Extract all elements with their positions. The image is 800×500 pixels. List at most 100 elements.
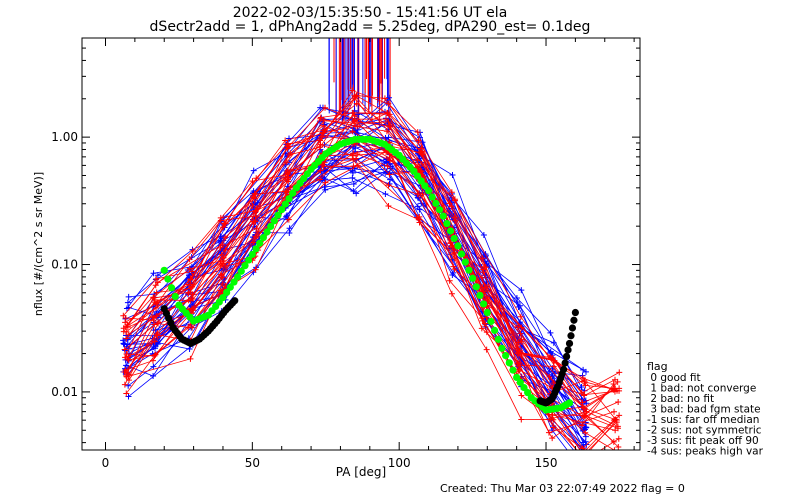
data-point <box>122 354 129 361</box>
data-point <box>185 281 192 288</box>
data-point <box>153 300 160 307</box>
data-point <box>350 156 357 163</box>
data-point <box>121 381 128 388</box>
data-point <box>352 123 359 130</box>
legend-entry: 0 good fit <box>647 372 701 384</box>
data-point <box>383 128 390 135</box>
data-point <box>416 213 423 220</box>
data-point <box>582 457 588 463</box>
data-point <box>252 191 259 198</box>
data-point <box>481 263 488 270</box>
fit-point <box>278 205 286 214</box>
data-point <box>414 203 421 210</box>
data-point <box>219 274 226 281</box>
legend: 0 good fit 1 bad: not converge 2 bad: no… <box>647 372 764 458</box>
data-point <box>350 180 357 187</box>
fit-point <box>562 352 571 361</box>
data-point <box>252 266 259 273</box>
legend-entry: -1 sus: far off median <box>647 414 759 426</box>
data-point <box>155 318 162 325</box>
fit-point <box>223 288 231 297</box>
data-point <box>282 137 289 144</box>
data-point <box>321 159 328 166</box>
trace-1 <box>124 125 617 420</box>
data-point <box>151 352 158 359</box>
data-point <box>352 129 359 136</box>
fit-point <box>560 365 568 374</box>
data-point <box>518 336 525 343</box>
data-point <box>286 225 293 232</box>
data-point <box>187 275 194 282</box>
fit-point <box>565 339 574 348</box>
data-layer <box>120 38 623 463</box>
data-point <box>150 270 157 277</box>
data-point <box>616 369 623 376</box>
data-point <box>352 145 359 152</box>
data-point <box>316 137 323 144</box>
data-point <box>320 117 327 124</box>
data-point <box>611 408 618 415</box>
chart-title: 2022-02-03/15:35:50 - 15:41:56 UT ela <box>233 5 508 21</box>
data-point <box>419 139 426 146</box>
data-point <box>448 203 455 210</box>
data-point <box>284 140 291 147</box>
data-point <box>451 217 458 224</box>
data-point <box>185 324 192 331</box>
data-point <box>349 174 356 181</box>
data-point <box>123 328 130 335</box>
data-point <box>545 429 552 436</box>
data-point <box>153 331 160 338</box>
y-tick-label: 0.01 <box>51 385 78 399</box>
data-point <box>122 319 129 326</box>
data-point <box>320 163 327 170</box>
data-point <box>414 129 421 136</box>
fit-point <box>164 275 172 283</box>
x-tick-label: 50 <box>245 456 260 470</box>
data-point <box>153 289 160 296</box>
data-point <box>518 287 525 294</box>
data-point <box>451 266 458 273</box>
data-point <box>448 189 455 196</box>
data-point <box>153 275 160 282</box>
data-point <box>549 427 556 434</box>
data-point <box>220 257 227 264</box>
fit-point <box>480 300 488 308</box>
data-point <box>286 135 293 142</box>
data-point <box>217 244 224 251</box>
data-point <box>548 415 555 422</box>
data-point <box>250 167 257 174</box>
data-point <box>418 160 425 167</box>
data-point <box>582 433 589 440</box>
data-point <box>250 239 257 246</box>
fit-point <box>570 316 578 324</box>
data-point <box>384 110 391 117</box>
data-point <box>351 92 358 99</box>
data-point <box>251 190 258 197</box>
data-point <box>222 247 229 254</box>
data-point <box>612 427 619 434</box>
data-point <box>322 186 329 193</box>
data-point <box>349 87 356 94</box>
fit-point <box>567 332 575 340</box>
fit-point <box>505 359 513 367</box>
trace-1 <box>125 114 616 420</box>
fit-point <box>509 366 517 374</box>
data-point <box>616 412 623 419</box>
fit-point <box>487 317 495 326</box>
fit-point <box>469 274 477 282</box>
legend-title: flag <box>647 360 668 373</box>
data-point <box>549 435 556 442</box>
data-point <box>385 182 392 189</box>
fit-point <box>270 217 278 225</box>
data-point <box>386 94 393 101</box>
data-point <box>584 448 586 450</box>
data-point <box>349 152 356 159</box>
data-point <box>385 134 392 141</box>
data-point <box>123 335 130 342</box>
data-point <box>252 208 259 215</box>
trace-1 <box>128 143 618 450</box>
data-point <box>451 197 458 204</box>
data-point <box>579 454 585 460</box>
data-point <box>615 435 622 442</box>
